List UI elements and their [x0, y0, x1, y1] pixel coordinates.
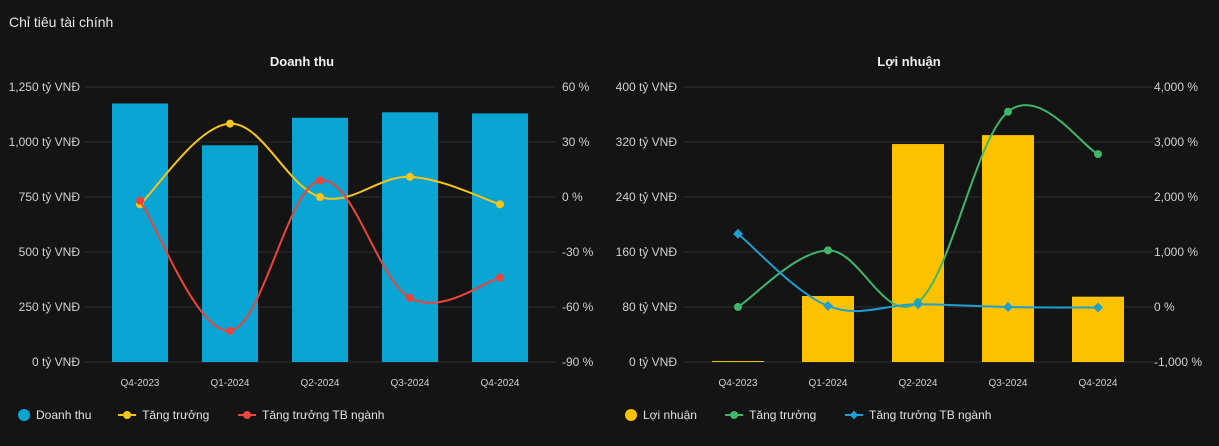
revenue-series-line	[139, 179, 501, 332]
profit-x-tick-label: Q1-2024	[809, 378, 848, 389]
revenue-x-tick-label: Q1-2024	[211, 378, 250, 389]
revenue-right-tick-label: 30 %	[562, 135, 590, 149]
revenue-chart: Doanh thu 0 tỷ VNĐ 250 tỷ VNĐ 500 tỷ VNĐ 750…	[9, 54, 594, 422]
profit-left-tick-label: 320 tỷ VNĐ	[616, 135, 678, 149]
profit-series-point	[733, 228, 743, 239]
revenue-legend-marker	[123, 411, 132, 419]
profit-chart: Lợi nhuận 0 tỷ VNĐ 80 tỷ VNĐ 160 tỷ VNĐ 240 …	[616, 54, 1203, 422]
profit-bar	[712, 361, 764, 362]
profit-legend-label: Tăng trưởng	[749, 408, 816, 422]
revenue-legend-label: Tăng trưởng	[142, 408, 209, 422]
revenue-left-tick-label: 250 tỷ VNĐ	[19, 300, 81, 314]
revenue-series-point	[496, 200, 504, 209]
profit-legend-marker	[849, 410, 859, 420]
revenue-bar	[382, 112, 438, 362]
profit-legend-label: Tăng trưởng TB ngành	[869, 408, 991, 422]
revenue-bar	[472, 113, 528, 363]
revenue-legend-marker	[18, 409, 30, 421]
profit-series-point	[1094, 150, 1102, 159]
profit-right-tick-label: -1,000 %	[1154, 355, 1202, 369]
revenue-right-tick-label: -30 %	[562, 245, 594, 259]
profit-right-tick-label: 0 %	[1154, 300, 1175, 314]
revenue-series-line	[139, 122, 501, 206]
revenue-series-point	[136, 196, 144, 205]
profit-legend-marker	[625, 409, 637, 421]
revenue-x-tick-label: Q4-2023	[121, 378, 160, 389]
revenue-legend-marker	[243, 411, 251, 419]
revenue-series-point	[496, 273, 504, 282]
revenue-x-tick-label: Q4-2024	[481, 378, 520, 389]
profit-series-point	[824, 246, 832, 255]
revenue-series-point	[406, 172, 414, 181]
profit-series-point	[913, 299, 923, 310]
profit-left-tick-label: 240 tỷ VNĐ	[616, 190, 678, 204]
revenue-bar	[292, 117, 348, 362]
profit-x-tick-label: Q2-2024	[899, 378, 938, 389]
profit-right-tick-label: 1,000 %	[1154, 245, 1198, 259]
revenue-left-tick-label: 750 tỷ VNĐ	[19, 190, 81, 204]
profit-bar	[892, 144, 944, 362]
revenue-right-tick-label: 0 %	[562, 190, 583, 204]
profit-series-point	[1003, 302, 1013, 312]
profit-right-tick-label: 3,000 %	[1154, 135, 1198, 149]
profit-right-tick-label: 2,000 %	[1154, 190, 1198, 204]
revenue-series-point	[316, 176, 324, 185]
revenue-bar	[112, 103, 168, 362]
profit-right-tick-label: 4,000 %	[1154, 80, 1198, 94]
profit-series-point	[1004, 107, 1012, 116]
profit-series-point	[734, 303, 742, 311]
revenue-legend-label: Doanh thu	[36, 408, 91, 422]
revenue-left-tick-label: 1,000 tỷ VNĐ	[9, 135, 81, 149]
page-title: Chỉ tiêu tài chính	[9, 14, 114, 30]
revenue-chart-title: Doanh thu	[270, 54, 334, 69]
revenue-bar	[202, 145, 258, 362]
profit-bar	[982, 135, 1034, 362]
revenue-left-tick-label: 500 tỷ VNĐ	[19, 245, 81, 259]
profit-legend-label: Lợi nhuận	[643, 408, 697, 422]
profit-series-point	[1093, 302, 1103, 313]
profit-left-tick-label: 0 tỷ VNĐ	[629, 355, 677, 369]
revenue-legend-label: Tăng trưởng TB ngành	[262, 408, 384, 422]
revenue-series-point	[316, 193, 324, 201]
revenue-x-tick-label: Q2-2024	[301, 378, 340, 389]
profit-chart-title: Lợi nhuận	[877, 54, 940, 69]
revenue-series-point	[406, 293, 414, 302]
profit-x-tick-label: Q4-2024	[1079, 378, 1118, 389]
revenue-series-point	[226, 326, 234, 335]
revenue-right-tick-label: -90 %	[562, 355, 594, 369]
profit-legend-marker	[730, 411, 739, 419]
revenue-series-point	[226, 119, 234, 128]
revenue-left-tick-label: 0 tỷ VNĐ	[32, 355, 80, 369]
profit-left-tick-label: 160 tỷ VNĐ	[616, 245, 678, 259]
profit-series-line	[737, 104, 1099, 308]
revenue-right-tick-label: 60 %	[562, 80, 590, 94]
revenue-left-tick-label: 1,250 tỷ VNĐ	[9, 80, 81, 94]
profit-left-tick-label: 400 tỷ VNĐ	[616, 80, 678, 94]
profit-x-tick-label: Q3-2024	[989, 378, 1028, 389]
profit-left-tick-label: 80 tỷ VNĐ	[622, 300, 677, 314]
revenue-right-tick-label: -60 %	[562, 300, 594, 314]
profit-x-tick-label: Q4-2023	[719, 378, 758, 389]
profit-series-point	[823, 300, 833, 311]
revenue-x-tick-label: Q3-2024	[391, 378, 430, 389]
